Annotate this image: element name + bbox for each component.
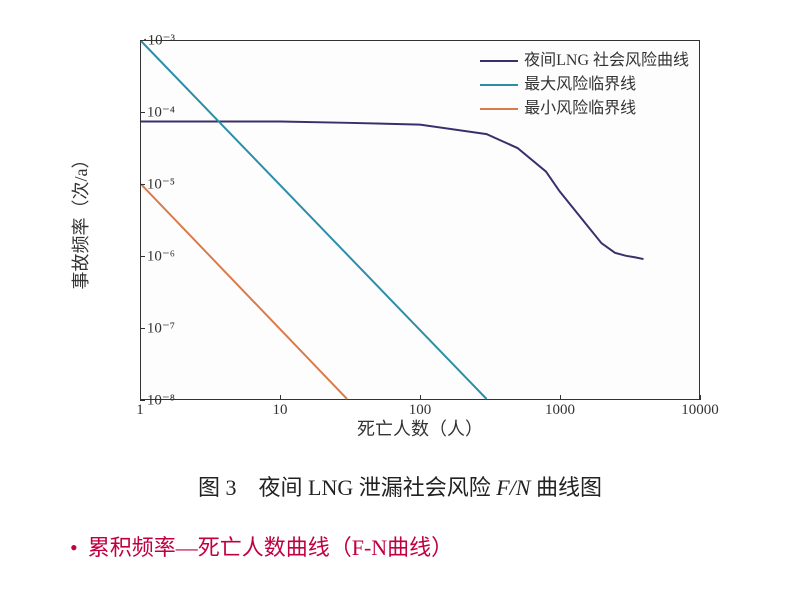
x-tick-label: 1	[136, 402, 144, 419]
x-tick-mark	[140, 395, 141, 400]
x-tick-mark	[560, 395, 561, 400]
y-tick-mark	[140, 40, 145, 41]
series-line	[141, 122, 643, 260]
y-tick-label: 10⁻⁷	[147, 319, 175, 338]
x-tick-label: 1000	[545, 402, 575, 419]
x-tick-label: 10000	[681, 402, 719, 419]
y-tick-label: 10⁻⁶	[147, 247, 175, 266]
legend-label: 最大风险临界线	[524, 73, 636, 97]
fn-curve-chart: 事故频率（次/a） 夜间LNG 社会风险曲线 最大风险临界线 最小风险临界线 1…	[60, 20, 740, 440]
legend-label: 最小风险临界线	[524, 97, 636, 121]
x-axis-label: 死亡人数（人）	[357, 415, 483, 441]
plot-area: 夜间LNG 社会风险曲线 最大风险临界线 最小风险临界线	[140, 40, 700, 400]
x-tick-mark	[700, 395, 701, 400]
caption-prefix: 图 3 夜间 LNG 泄漏社会风险	[198, 475, 496, 500]
legend-item: 最大风险临界线	[480, 73, 689, 97]
caption-formula: F/N	[496, 475, 530, 500]
legend-item: 最小风险临界线	[480, 97, 689, 121]
series-line	[141, 184, 347, 399]
y-tick-label: 10⁻⁴	[147, 103, 175, 122]
legend-item: 夜间LNG 社会风险曲线	[480, 49, 689, 73]
bullet-icon: •	[70, 535, 78, 560]
legend-swatch	[480, 84, 518, 86]
y-tick-mark	[140, 112, 145, 113]
legend-label: 夜间LNG 社会风险曲线	[524, 49, 689, 73]
bullet-note: • 累积频率—死亡人数曲线（F-N曲线）	[70, 530, 453, 562]
x-tick-label: 10	[273, 402, 288, 419]
series-line	[141, 41, 487, 399]
y-tick-mark	[140, 256, 145, 257]
x-tick-mark	[420, 395, 421, 400]
legend-swatch	[480, 60, 518, 62]
y-tick-label: ·10⁻³	[143, 31, 175, 50]
figure-caption: 图 3 夜间 LNG 泄漏社会风险 F/N 曲线图	[198, 470, 602, 502]
legend: 夜间LNG 社会风险曲线 最大风险临界线 最小风险临界线	[480, 49, 689, 121]
y-axis-label: 事故频率（次/a）	[67, 151, 93, 290]
bullet-text: 累积频率—死亡人数曲线（F-N曲线）	[88, 535, 453, 560]
legend-swatch	[480, 108, 518, 110]
caption-suffix: 曲线图	[530, 475, 602, 500]
x-tick-mark	[280, 395, 281, 400]
y-tick-label: 10⁻⁸	[147, 391, 175, 410]
y-tick-label: 10⁻⁵	[147, 175, 175, 194]
y-tick-mark	[140, 184, 145, 185]
y-tick-mark	[140, 328, 145, 329]
y-tick-mark	[140, 400, 145, 401]
